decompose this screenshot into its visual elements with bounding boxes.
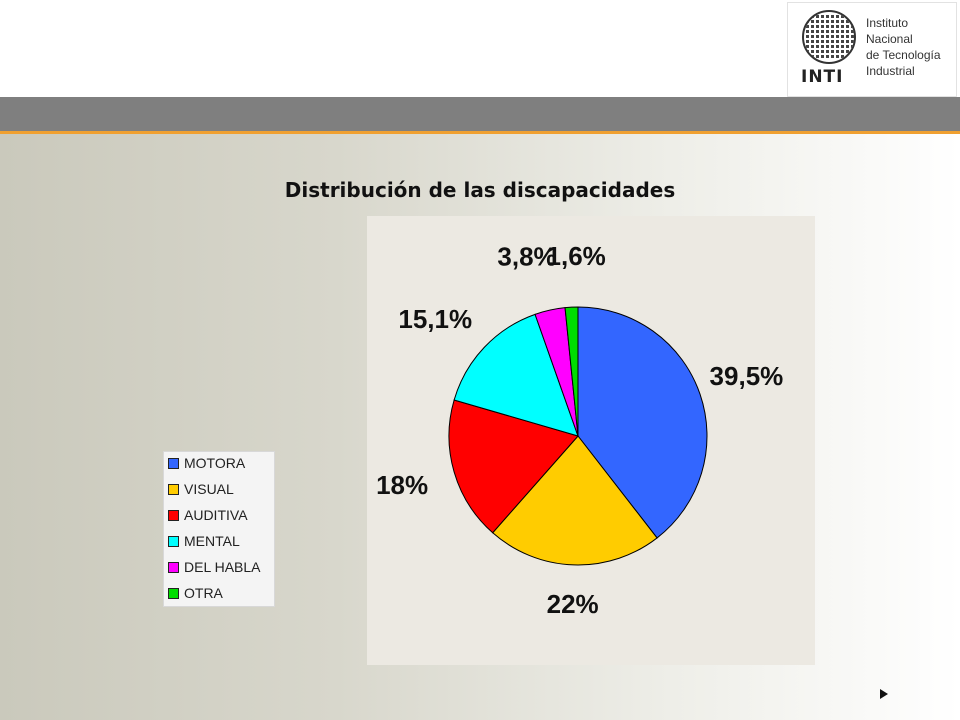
- legend-label: MOTORA: [184, 455, 246, 471]
- pie-chart: 39,5% 22% 18% 15,1% 3,8%1,6%: [376, 241, 784, 619]
- legend-swatch: [168, 457, 179, 469]
- legend-label: VISUAL: [184, 481, 234, 497]
- pie-slice-auditiva: [448, 399, 579, 534]
- legend-swatch: [168, 535, 179, 547]
- inti-globe-icon: [802, 10, 856, 64]
- logo-abbreviation: INTI: [801, 67, 844, 87]
- legend-swatch: [168, 587, 179, 599]
- header-accent-line: [0, 131, 960, 134]
- logo-line: de Tecnología: [866, 48, 941, 62]
- legend-label: MENTAL: [184, 533, 240, 549]
- inti-logo: INTI Instituto Nacional de Tecnología In…: [787, 2, 957, 97]
- data-label: 39,5%: [710, 361, 784, 391]
- pie-slice-mental: [453, 313, 579, 437]
- legend-label: AUDITIVA: [184, 507, 248, 523]
- logo-line: Industrial: [866, 64, 915, 78]
- chart-panel: 39,5% 22% 18% 15,1% 3,8% 1,6%: [367, 216, 815, 665]
- legend-item: MOTORA: [168, 455, 245, 473]
- data-label: 3,8%: [497, 242, 556, 272]
- legend-item: AUDITIVA: [168, 507, 248, 525]
- pie-slice-motora: [577, 306, 708, 539]
- logo-line: Nacional: [866, 32, 913, 46]
- logo-text: Instituto Nacional de Tecnología Industr…: [866, 15, 941, 79]
- legend-item: VISUAL: [168, 481, 234, 499]
- legend-item: MENTAL: [168, 533, 240, 551]
- legend-label: DEL HABLA: [184, 559, 261, 575]
- legend-item: OTRA: [168, 585, 223, 603]
- data-label: 22%: [547, 589, 599, 619]
- data-label: 1,6%: [547, 241, 606, 271]
- legend-label: OTRA: [184, 585, 223, 601]
- pie-slice-visual: [491, 435, 658, 566]
- legend-swatch: [168, 561, 179, 573]
- legend-swatch: [168, 483, 179, 495]
- next-slide-arrow-icon[interactable]: [880, 689, 888, 699]
- chart-legend: MOTORA VISUAL AUDITIVA MENTAL DEL HABLA OTRA: [163, 451, 275, 607]
- legend-item: DEL HABLA: [168, 559, 261, 577]
- pie-slice-otra: [564, 306, 579, 437]
- data-label: 15,1%: [398, 304, 472, 334]
- header-gray-bar: [0, 97, 960, 131]
- data-label: 18%: [376, 470, 428, 500]
- logo-line: Instituto: [866, 16, 909, 30]
- chart-title: Distribución de las discapacidades: [284, 178, 676, 202]
- legend-swatch: [168, 509, 179, 521]
